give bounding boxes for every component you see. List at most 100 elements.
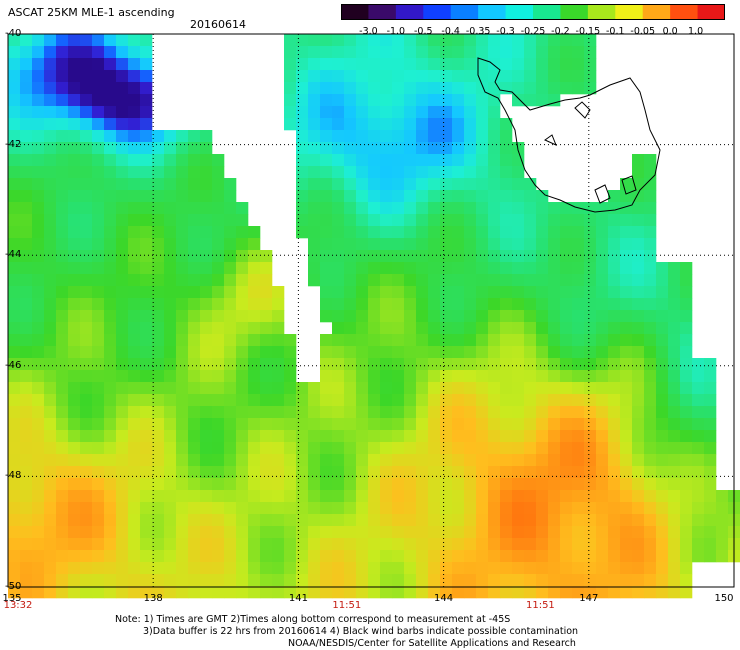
data-cell [296, 190, 309, 203]
data-cell [524, 226, 537, 239]
data-cell [188, 562, 201, 575]
data-cell [344, 166, 357, 179]
data-cell [476, 430, 489, 443]
data-cell [188, 250, 201, 263]
data-cell [104, 454, 117, 467]
data-cell [668, 574, 681, 587]
data-cell [68, 334, 81, 347]
data-cell [584, 514, 597, 527]
data-cell [80, 130, 93, 143]
data-cell [20, 226, 33, 239]
data-cell [440, 382, 453, 395]
data-cell [404, 286, 417, 299]
data-cell [476, 94, 489, 107]
data-cell [284, 490, 297, 503]
data-cell [56, 382, 69, 395]
data-cell [596, 370, 609, 383]
data-cell [584, 442, 597, 455]
data-cell [320, 502, 333, 515]
data-cell [200, 406, 213, 419]
data-cell [152, 382, 165, 395]
data-cell [104, 178, 117, 191]
data-cell [584, 406, 597, 419]
data-cell [404, 370, 417, 383]
data-cell [608, 454, 621, 467]
data-cell [68, 46, 81, 59]
data-cell [440, 154, 453, 167]
data-cell [656, 262, 669, 275]
data-cell [104, 322, 117, 335]
data-cell [608, 202, 621, 215]
data-cell [188, 346, 201, 359]
data-cell [416, 262, 429, 275]
data-cell [560, 214, 573, 227]
data-cell [596, 562, 609, 575]
data-cell [224, 238, 237, 251]
data-cell [104, 226, 117, 239]
data-cell [176, 214, 189, 227]
data-cell [176, 274, 189, 287]
data-cell [80, 262, 93, 275]
data-cell [56, 262, 69, 275]
data-cell [8, 82, 21, 95]
data-cell [188, 178, 201, 191]
data-cell [308, 382, 321, 395]
colorbar-segment [368, 4, 397, 20]
data-cell [596, 466, 609, 479]
data-cell [440, 190, 453, 203]
data-cell [224, 310, 237, 323]
data-cell [320, 262, 333, 275]
data-cell [224, 406, 237, 419]
data-cell [608, 214, 621, 227]
data-cell [500, 586, 513, 599]
data-cell [320, 118, 333, 131]
data-cell [344, 370, 357, 383]
data-cell [572, 586, 585, 599]
data-cell [32, 310, 45, 323]
data-cell [464, 358, 477, 371]
data-cell [32, 82, 45, 95]
data-cell [32, 226, 45, 239]
data-cell [116, 166, 129, 179]
data-cell [188, 190, 201, 203]
data-cell [188, 214, 201, 227]
data-cell [128, 310, 141, 323]
data-cell [80, 202, 93, 215]
data-cell [44, 226, 57, 239]
data-cell [656, 466, 669, 479]
data-cell [140, 430, 153, 443]
data-cell [104, 370, 117, 383]
data-cell [152, 466, 165, 479]
data-cell [296, 514, 309, 527]
data-cell [512, 238, 525, 251]
data-cell [644, 214, 657, 227]
data-cell [464, 166, 477, 179]
data-cell [512, 82, 525, 95]
data-cell [464, 310, 477, 323]
data-cell [32, 442, 45, 455]
data-cell [464, 478, 477, 491]
data-cell [608, 238, 621, 251]
data-cell [356, 586, 369, 599]
data-cell [236, 478, 249, 491]
data-cell [500, 310, 513, 323]
data-cell [500, 46, 513, 59]
data-cell [440, 178, 453, 191]
data-cell [560, 490, 573, 503]
data-cell [596, 214, 609, 227]
data-cell [272, 394, 285, 407]
data-cell [404, 226, 417, 239]
data-cell [56, 394, 69, 407]
data-cell [8, 238, 21, 251]
data-cell [236, 298, 249, 311]
data-cell [356, 466, 369, 479]
data-cell [404, 214, 417, 227]
data-cell [20, 358, 33, 371]
data-cell [296, 526, 309, 539]
data-cell [116, 346, 129, 359]
data-cell [392, 286, 405, 299]
data-cell [536, 418, 549, 431]
data-cell [548, 286, 561, 299]
data-cell [512, 310, 525, 323]
data-cell [44, 382, 57, 395]
